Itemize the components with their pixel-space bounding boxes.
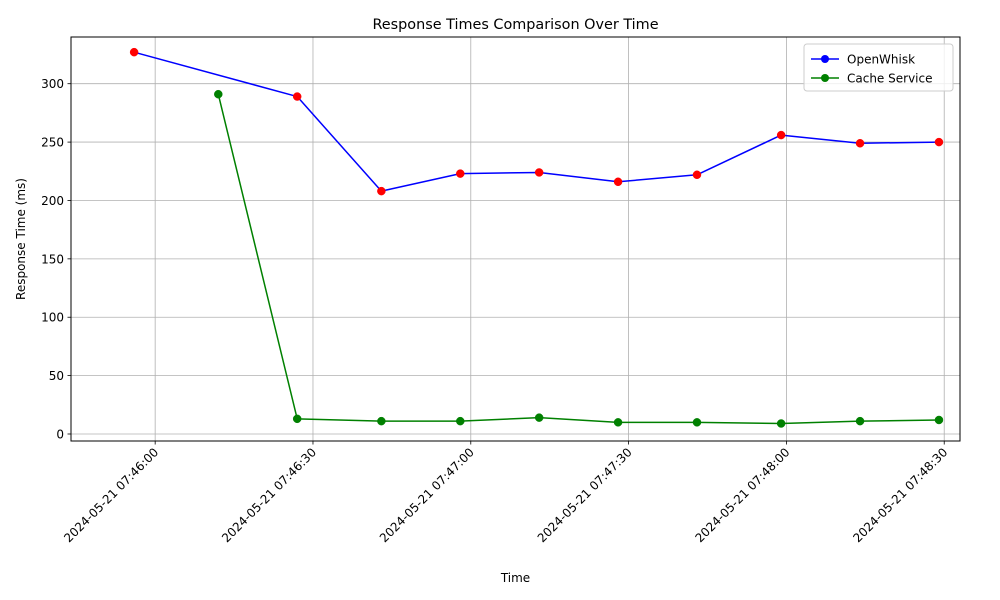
point-openwhisk-3 xyxy=(456,169,465,178)
legend-items: OpenWhisk Cache Service xyxy=(811,53,932,86)
point-cache-service-9 xyxy=(934,415,944,425)
axes-layer xyxy=(70,36,961,442)
y-tick-label-6: 300 xyxy=(41,77,64,91)
plot-frame xyxy=(70,36,961,442)
y-tick-label-1: 50 xyxy=(49,369,64,383)
x-tick-label-5: 2024-05-21 07:48:30 xyxy=(850,445,950,545)
series-layer xyxy=(129,47,944,428)
y-axis-label: Response Time (ms) xyxy=(14,178,28,300)
point-openwhisk-4 xyxy=(534,168,544,177)
legend: OpenWhisk Cache Service xyxy=(803,43,954,92)
point-cache-service-6 xyxy=(692,418,702,427)
point-openwhisk-6 xyxy=(692,170,702,180)
legend-box xyxy=(803,43,954,92)
legend-label-openwhisk: OpenWhisk xyxy=(847,53,915,67)
point-openwhisk-1 xyxy=(292,92,302,101)
y-tick-label-2: 100 xyxy=(41,311,64,325)
point-cache-service-2 xyxy=(377,416,386,426)
y-tick-label-3: 150 xyxy=(41,252,64,266)
ticks-layer: 0 50 100 150 200 250 300 2024-05-21 07:46:00 202… xyxy=(41,77,950,545)
point-cache-service-0 xyxy=(214,89,223,99)
point-openwhisk-9 xyxy=(934,137,944,147)
point-openwhisk-2 xyxy=(377,186,386,196)
legend-marker-cache-service xyxy=(821,74,829,82)
series-line-openwhisk xyxy=(133,51,939,192)
chart-title: Response Times Comparison Over Time xyxy=(372,17,658,33)
grid-layer xyxy=(71,37,960,441)
series-line-cache-service xyxy=(217,94,939,425)
x-tick-label-4: 2024-05-21 07:48:00 xyxy=(693,445,793,545)
x-tick-label-0: 2024-05-21 07:46:00 xyxy=(61,445,161,545)
point-cache-service-4 xyxy=(534,413,544,422)
point-cache-service-5 xyxy=(613,418,623,427)
point-openwhisk-8 xyxy=(855,139,865,148)
legend-marker-openwhisk xyxy=(821,55,829,63)
point-openwhisk-0 xyxy=(129,47,139,57)
point-openwhisk-7 xyxy=(776,130,786,140)
y-tick-label-4: 200 xyxy=(41,194,64,208)
x-axis-label: Time xyxy=(500,571,530,585)
point-cache-service-3 xyxy=(456,416,465,426)
y-tick-label-5: 250 xyxy=(41,136,64,150)
y-tick-label-0: 0 xyxy=(56,427,64,441)
x-tick-label-1: 2024-05-21 07:46:30 xyxy=(219,445,319,545)
legend-label-cache-service: Cache Service xyxy=(847,72,932,86)
point-cache-service-7 xyxy=(776,419,786,428)
point-cache-service-1 xyxy=(292,414,302,424)
x-tick-label-2: 2024-05-21 07:47:00 xyxy=(377,445,477,545)
point-cache-service-8 xyxy=(855,416,865,426)
x-tick-label-3: 2024-05-21 07:47:30 xyxy=(535,445,635,545)
point-openwhisk-5 xyxy=(613,177,623,187)
